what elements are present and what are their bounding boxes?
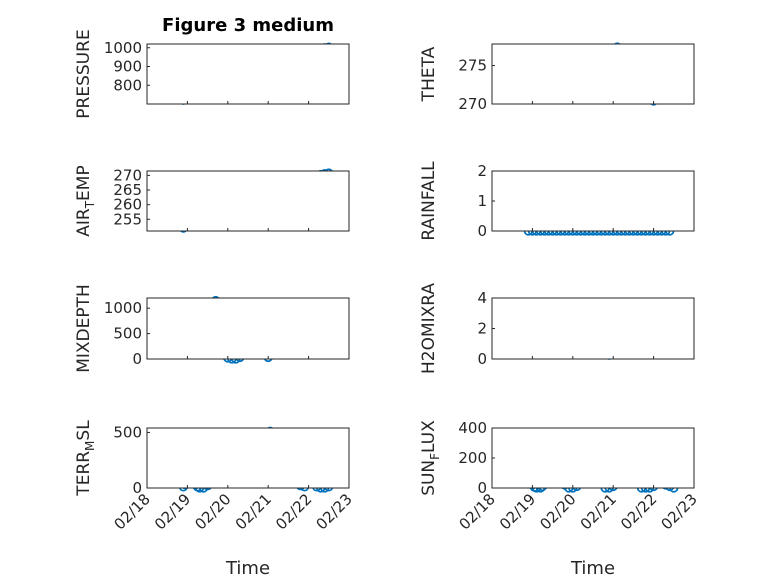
axes-box <box>146 427 350 489</box>
y-tick-label: 0 <box>132 479 142 497</box>
x-axis-label: Time <box>225 558 270 579</box>
y-tick-label: 500 <box>113 423 142 441</box>
x-tick-label: 02/21 <box>232 490 275 533</box>
axes-box <box>491 297 695 360</box>
subplot-2: 270 275 THETA <box>419 42 695 113</box>
subplot-5: 0 500 1000 MIXDEPTH <box>74 284 350 373</box>
y-axis-label: MIXDEPTH <box>74 284 94 373</box>
y-tick-label: 275 <box>458 57 487 75</box>
y-tick-label: 500 <box>113 325 142 343</box>
y-tick-label: 1 <box>477 192 487 210</box>
y-tick-label: 2 <box>477 162 487 180</box>
subplot-8: 020040002/1802/1902/2002/2102/2202/23SUN… <box>419 419 701 579</box>
y-axis-label: RAINFALL <box>419 161 439 241</box>
axes-box <box>491 43 695 105</box>
y-tick-label: 260 <box>113 196 142 214</box>
y-tick-label: 255 <box>113 210 142 228</box>
subplot-4: 0 1 2 RAINFALL <box>419 161 695 241</box>
axes-box <box>146 170 350 232</box>
x-tick-label: 02/23 <box>658 490 701 533</box>
axes-box <box>491 427 695 489</box>
x-tick-label: 02/19 <box>496 490 539 533</box>
y-tick-label: 270 <box>113 166 142 184</box>
y-axis-label: H2OMIXRA <box>419 283 439 374</box>
axes-box <box>491 170 695 232</box>
y-tick-label: 2 <box>477 320 487 338</box>
x-tick-label: 02/22 <box>617 490 660 533</box>
axes-box <box>146 297 350 360</box>
y-tick-label: 200 <box>458 449 487 467</box>
y-tick-label: 900 <box>113 58 142 76</box>
y-axis-label: PRESSURE <box>74 29 94 118</box>
x-tick-label: 02/22 <box>272 490 315 533</box>
y-tick-label: 265 <box>113 181 142 199</box>
y-tick-label: 800 <box>113 76 142 94</box>
y-tick-label: 4 <box>477 289 487 307</box>
y-axis-label: TERRMSL <box>74 420 97 497</box>
y-tick-label: 1000 <box>104 39 142 57</box>
y-axis-label: AIRTEMP <box>74 165 97 236</box>
x-tick-label: 02/23 <box>313 490 356 533</box>
x-axis-label: Time <box>570 558 615 579</box>
y-axis-label: SUNFLUX <box>419 420 442 496</box>
x-tick-label: 02/20 <box>536 490 579 533</box>
y-axis-label: THETA <box>419 46 439 102</box>
y-tick-label: 0 <box>477 222 487 240</box>
subplot-6: 0 2 4 H2OMIXRA <box>419 283 695 374</box>
x-tick-label: 02/19 <box>151 490 194 533</box>
x-tick-label: 02/20 <box>191 490 234 533</box>
x-tick-label: 02/21 <box>577 490 620 533</box>
subplot-7: 050002/1802/1902/2002/2102/2202/23TERRMS… <box>74 420 356 579</box>
y-tick-label: 0 <box>477 350 487 368</box>
y-tick-label: 0 <box>477 479 487 497</box>
y-tick-label: 270 <box>458 95 487 113</box>
chart-title: Figure 3 medium <box>162 15 334 36</box>
y-tick-label: 0 <box>132 350 142 368</box>
axes-box <box>146 43 350 105</box>
y-tick-label: 400 <box>458 419 487 437</box>
y-tick-label: 1000 <box>104 299 142 317</box>
